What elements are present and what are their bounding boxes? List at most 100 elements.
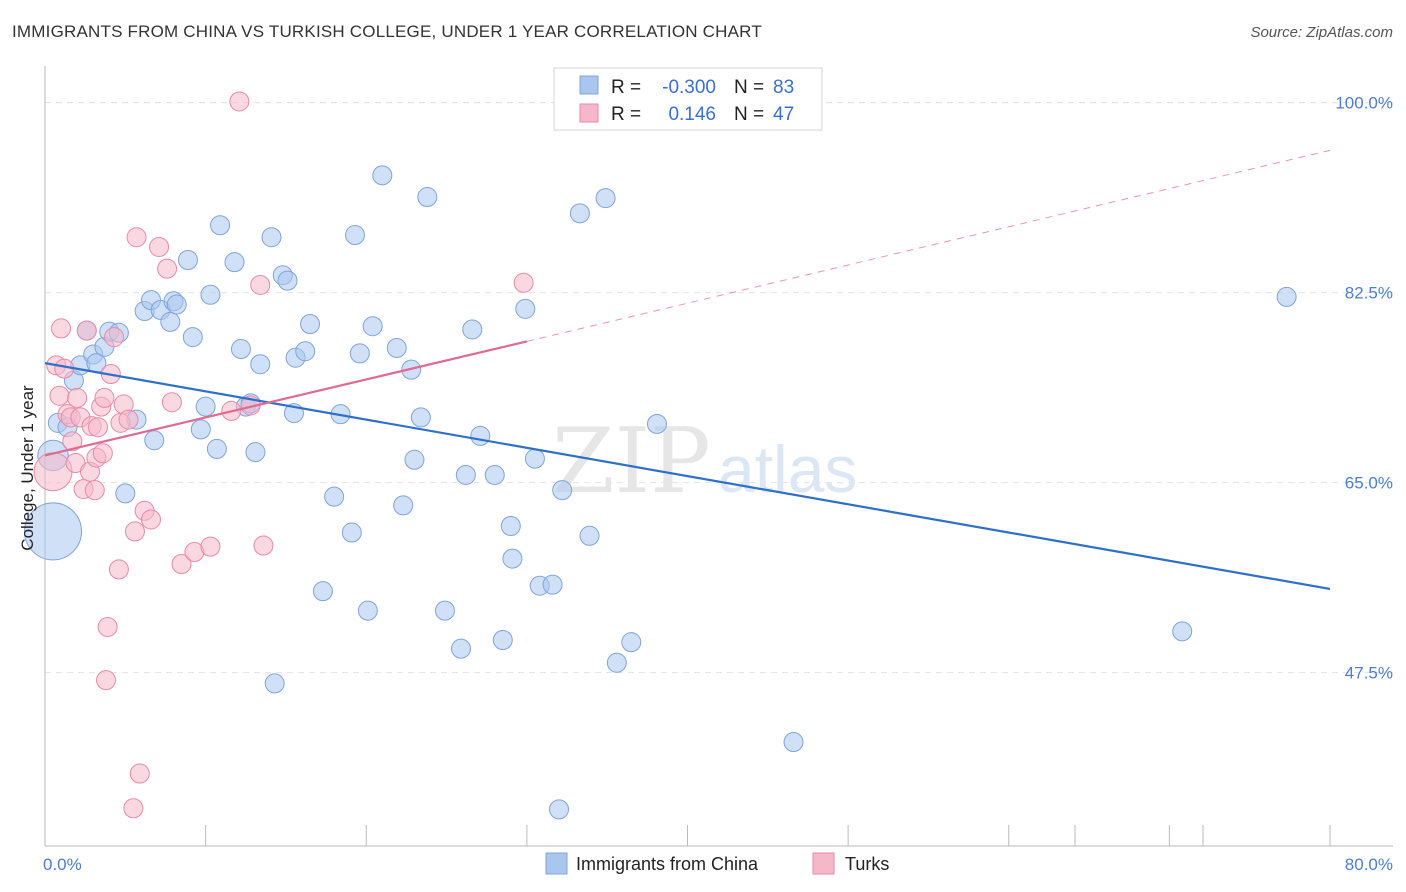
- turks-data-point[interactable]: [250, 274, 271, 295]
- turks-data-point[interactable]: [253, 535, 274, 556]
- gridlines: [45, 102, 1393, 674]
- turks-data-point[interactable]: [97, 616, 118, 637]
- china-data-point[interactable]: [455, 464, 476, 485]
- turks-data-point[interactable]: [118, 409, 139, 430]
- turks-data-point[interactable]: [88, 417, 109, 438]
- china-data-point[interactable]: [312, 581, 333, 602]
- china-data-point[interactable]: [362, 316, 383, 337]
- china-data-point[interactable]: [277, 270, 298, 291]
- china-data-point[interactable]: [549, 799, 569, 820]
- turks-data-point[interactable]: [141, 509, 162, 530]
- china-data-point[interactable]: [206, 438, 227, 459]
- turks-data-point[interactable]: [171, 554, 192, 574]
- china-data-point[interactable]: [144, 430, 165, 451]
- china-data-point[interactable]: [200, 284, 221, 305]
- turks-data-point[interactable]: [96, 670, 117, 691]
- china-data-point[interactable]: [542, 574, 563, 595]
- turks-data-point[interactable]: [123, 798, 144, 819]
- china-data-point[interactable]: [210, 215, 231, 236]
- china-data-point[interactable]: [115, 483, 136, 504]
- turks-data-point[interactable]: [92, 443, 113, 464]
- china-data-point[interactable]: [606, 652, 627, 673]
- china-data-point[interactable]: [569, 203, 590, 224]
- china-data-point[interactable]: [470, 425, 491, 446]
- turks-data-point[interactable]: [126, 227, 147, 248]
- china-data-point[interactable]: [224, 252, 245, 273]
- china-data-point[interactable]: [300, 314, 321, 335]
- china-data-point[interactable]: [1172, 621, 1193, 642]
- turks-data-point[interactable]: [84, 480, 105, 501]
- china-data-point[interactable]: [295, 341, 316, 362]
- china-data-point[interactable]: [552, 480, 573, 501]
- china-data-point[interactable]: [502, 548, 523, 569]
- turks-data-point[interactable]: [67, 387, 88, 408]
- turks-data-point[interactable]: [161, 392, 182, 413]
- series-legend-swatch-turks[interactable]: [812, 852, 835, 875]
- china-data-point[interactable]: [160, 311, 181, 332]
- series-turks-points: [33, 91, 534, 819]
- china-data-point[interactable]: [484, 464, 505, 485]
- turks-data-point[interactable]: [200, 536, 221, 557]
- series-legend-label-turks[interactable]: Turks: [845, 854, 889, 874]
- turks-trend-line: [44, 340, 528, 457]
- china-data-point[interactable]: [250, 354, 271, 375]
- china-data-point[interactable]: [357, 600, 378, 621]
- turks-data-point[interactable]: [94, 387, 115, 408]
- china-data-point[interactable]: [404, 449, 425, 470]
- china-data-point[interactable]: [264, 673, 285, 694]
- china-data-point[interactable]: [166, 294, 187, 315]
- china-data-point[interactable]: [492, 630, 513, 650]
- x-tick-label: 80.0%: [1345, 855, 1393, 874]
- china-data-point[interactable]: [646, 413, 667, 434]
- turks-data-point[interactable]: [129, 763, 150, 784]
- china-data-point[interactable]: [500, 516, 521, 536]
- china-data-point[interactable]: [349, 343, 370, 364]
- china-data-point[interactable]: [345, 225, 366, 246]
- legend-r-value-china: -0.300: [662, 77, 716, 98]
- china-data-point[interactable]: [434, 600, 455, 621]
- turks-data-point[interactable]: [513, 272, 534, 293]
- china-data-point[interactable]: [230, 339, 251, 360]
- y-tick-label: 65.0%: [1345, 474, 1393, 493]
- china-data-point[interactable]: [261, 227, 282, 248]
- china-data-point[interactable]: [324, 486, 345, 507]
- china-data-point[interactable]: [177, 250, 198, 270]
- china-data-point[interactable]: [783, 732, 804, 753]
- turks-data-point[interactable]: [149, 236, 170, 257]
- china-data-point[interactable]: [341, 522, 362, 543]
- turks-data-point[interactable]: [62, 431, 83, 452]
- turks-data-point[interactable]: [33, 452, 73, 492]
- china-data-point[interactable]: [462, 319, 483, 340]
- turks-data-point[interactable]: [104, 327, 125, 348]
- series-legend-label-china[interactable]: Immigrants from China: [576, 854, 759, 874]
- turks-data-point[interactable]: [229, 91, 250, 112]
- turks-trend-extension: [526, 149, 1331, 342]
- china-data-point[interactable]: [595, 188, 616, 209]
- china-data-point[interactable]: [451, 638, 472, 659]
- china-data-point[interactable]: [182, 327, 203, 348]
- china-data-point[interactable]: [410, 407, 431, 428]
- china-data-point[interactable]: [245, 442, 266, 463]
- turks-data-point[interactable]: [157, 258, 178, 279]
- china-data-point[interactable]: [195, 396, 216, 417]
- china-data-point[interactable]: [621, 632, 642, 653]
- china-data-point[interactable]: [393, 495, 414, 516]
- series-legend-swatch-china[interactable]: [545, 852, 568, 875]
- china-data-point[interactable]: [417, 187, 438, 208]
- china-data-point[interactable]: [386, 337, 407, 358]
- turks-data-point[interactable]: [51, 318, 72, 339]
- turks-data-point[interactable]: [108, 559, 129, 580]
- turks-data-point[interactable]: [124, 521, 145, 542]
- china-data-point[interactable]: [24, 502, 83, 561]
- turks-data-point[interactable]: [76, 320, 97, 341]
- china-data-point[interactable]: [372, 165, 393, 186]
- china-data-point[interactable]: [515, 298, 536, 319]
- turks-data-point[interactable]: [49, 385, 70, 406]
- china-data-point[interactable]: [579, 525, 600, 546]
- turks-data-point[interactable]: [65, 453, 86, 474]
- legend-n-value-china: 83: [773, 77, 794, 98]
- china-data-point[interactable]: [524, 448, 545, 469]
- legend-r-value-turks: 0.146: [668, 104, 716, 125]
- china-data-point[interactable]: [190, 419, 211, 440]
- china-data-point[interactable]: [1276, 286, 1297, 307]
